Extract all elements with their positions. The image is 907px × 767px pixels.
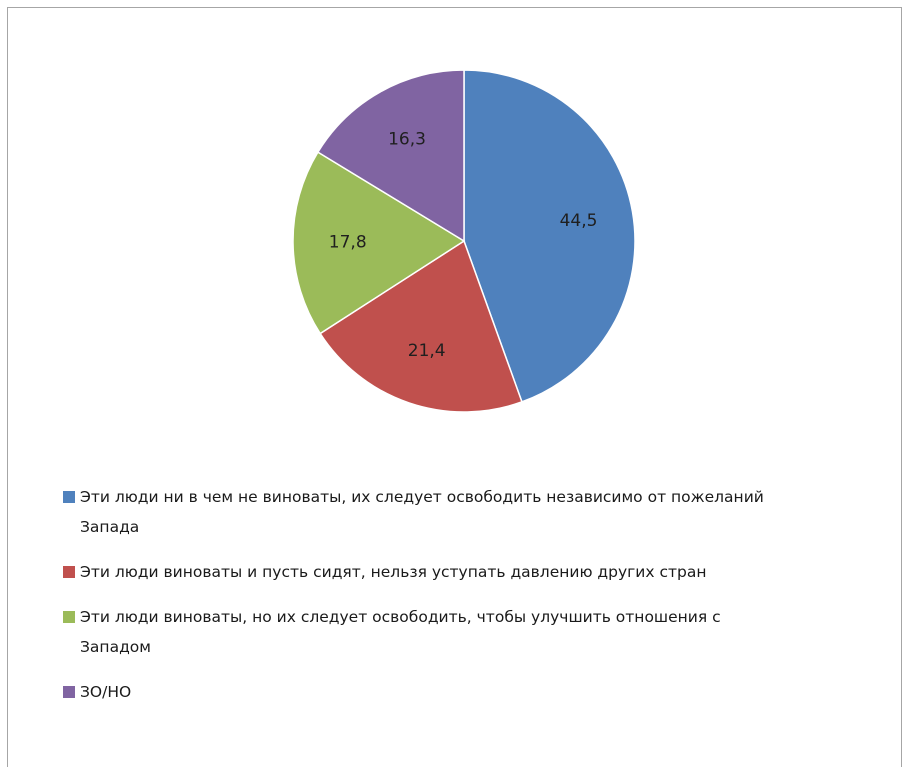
- slice-data-label: 16,3: [388, 130, 426, 150]
- pie-slice-purple: [316, 69, 465, 243]
- legend-item-1: Эти люди ни в чем не виноваты, их следуе…: [63, 482, 843, 542]
- legend-label: ЗО/НО: [80, 683, 132, 701]
- legend-swatch-green: [63, 611, 75, 623]
- legend-item-3: Эти люди виноваты, но их следует освобод…: [63, 602, 843, 662]
- legend-label: Эти люди виноваты и пусть сидят, нельзя …: [80, 563, 707, 581]
- legend-label: Эти люди ни в чем не виноваты, их следуе…: [80, 488, 764, 536]
- legend-swatch-blue: [63, 491, 75, 503]
- legend-swatch-purple: [63, 686, 75, 698]
- slice-data-label: 17,8: [329, 232, 367, 252]
- slice-data-label: 44,5: [560, 211, 598, 231]
- chart-frame: 44,5 21,4 17,8 16,3 Эти люди ни в чем не ви…: [7, 7, 902, 767]
- legend-item-4: ЗО/НО: [63, 677, 843, 707]
- legend: Эти люди ни в чем не виноваты, их следуе…: [63, 482, 843, 722]
- legend-item-2: Эти люди виноваты и пусть сидят, нельзя …: [63, 557, 843, 587]
- pie-chart: 44,5 21,4 17,8 16,3: [292, 69, 636, 413]
- pie-slice-red: [319, 239, 523, 413]
- slice-data-label: 21,4: [408, 341, 446, 361]
- pie-slice-blue: [463, 69, 636, 403]
- legend-label: Эти люди виноваты, но их следует освобод…: [80, 608, 721, 656]
- legend-swatch-red: [63, 566, 75, 578]
- pie-slice-green: [292, 151, 466, 335]
